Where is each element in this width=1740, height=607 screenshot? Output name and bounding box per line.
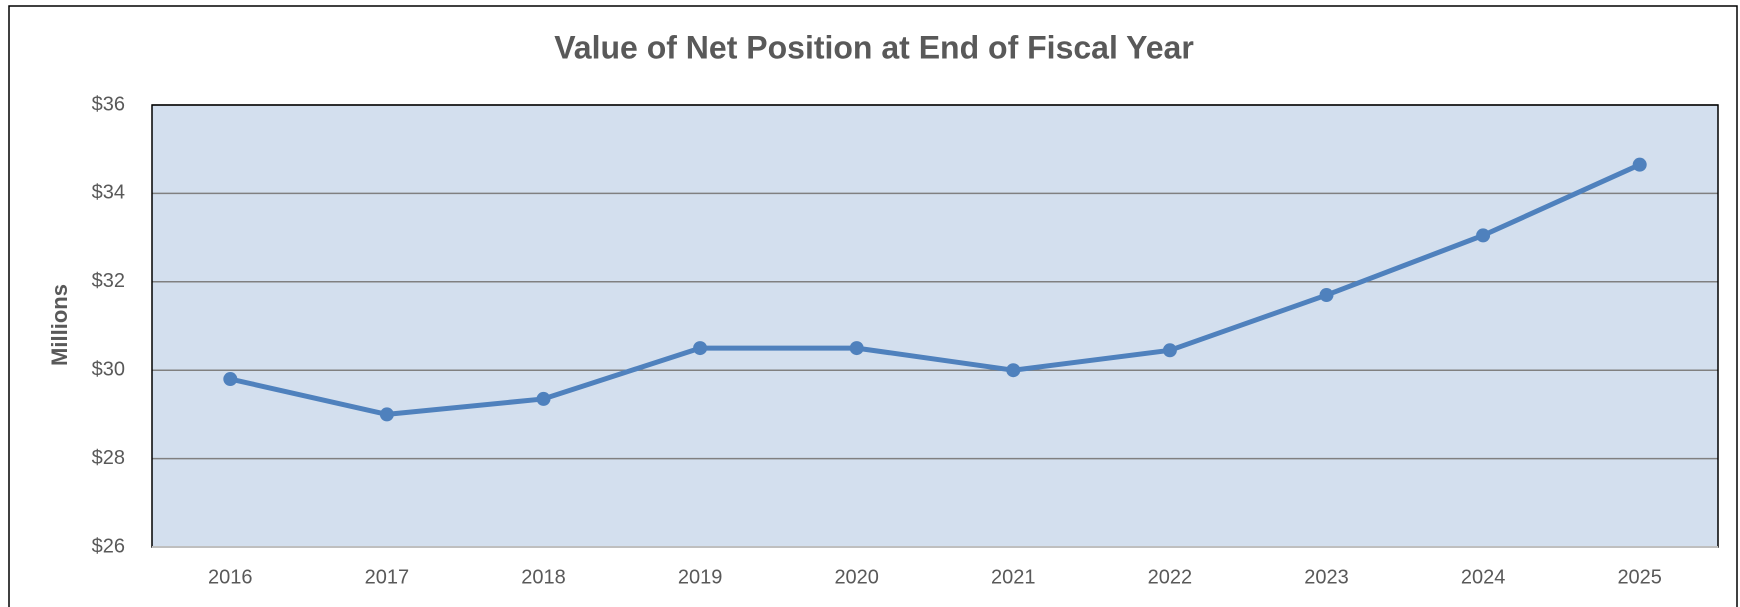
x-tick-label: 2020 <box>834 566 879 588</box>
y-tick-label: $36 <box>92 93 125 115</box>
y-tick-label: $26 <box>92 535 125 557</box>
x-tick-label: 2021 <box>991 566 1036 588</box>
data-point <box>379 407 394 422</box>
y-tick-label: $32 <box>92 270 125 292</box>
x-tick-label: 2016 <box>208 566 253 588</box>
x-tick-label: 2023 <box>1304 566 1349 588</box>
y-axis-label: Millions <box>47 284 72 366</box>
y-tick-label: $28 <box>92 447 125 469</box>
data-point <box>536 391 551 406</box>
x-tick-label: 2017 <box>365 566 410 588</box>
data-point <box>849 341 864 356</box>
y-tick-label: $30 <box>92 358 125 380</box>
data-point <box>1632 157 1647 172</box>
y-tick-label: $34 <box>92 182 125 204</box>
plot-area <box>152 105 1718 547</box>
data-point <box>223 372 238 387</box>
x-tick-label: 2018 <box>521 566 566 588</box>
x-tick-label: 2022 <box>1148 566 1193 588</box>
data-point <box>1319 288 1334 303</box>
x-tick-label: 2024 <box>1461 566 1506 588</box>
data-point <box>1476 228 1491 243</box>
data-point <box>1162 343 1177 358</box>
chart-title: Value of Net Position at End of Fiscal Y… <box>554 29 1194 65</box>
x-tick-label: 2025 <box>1617 566 1662 588</box>
series-line <box>229 162 1641 417</box>
data-point <box>1006 363 1021 378</box>
data-point <box>693 341 708 356</box>
x-tick-label: 2019 <box>678 566 723 588</box>
